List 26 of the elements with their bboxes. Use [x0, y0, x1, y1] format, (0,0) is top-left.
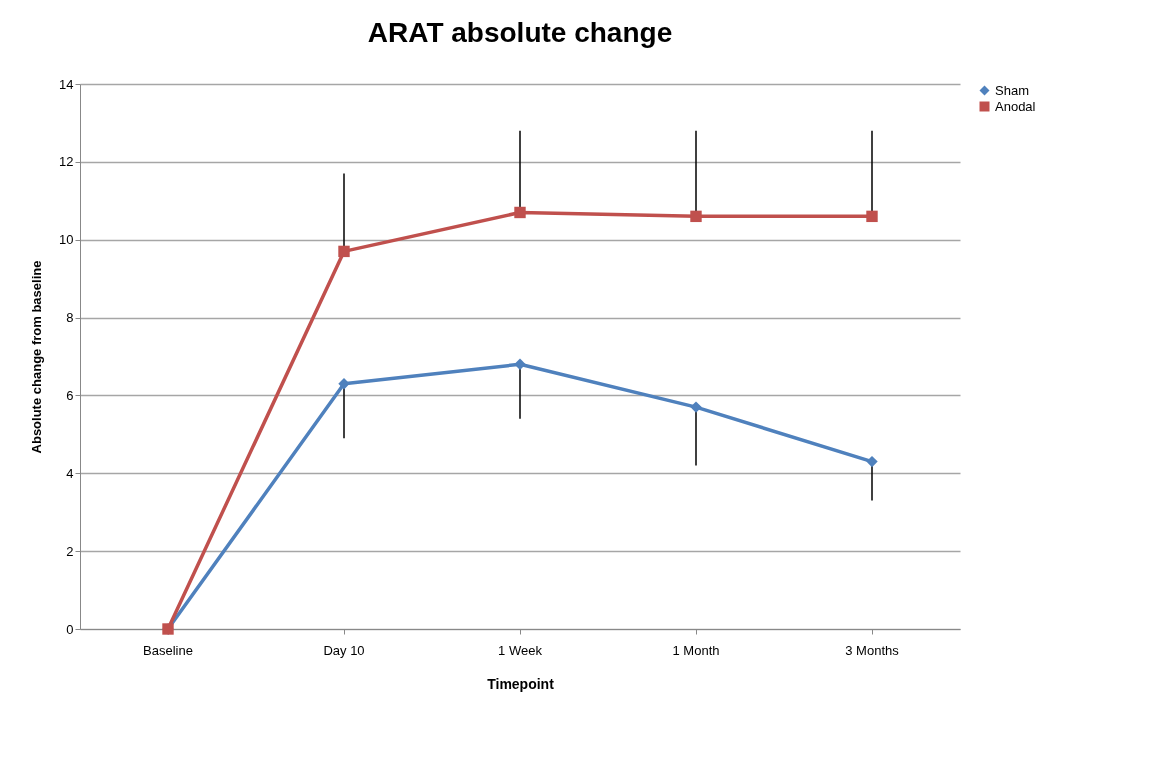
y-tick-label: 14	[59, 76, 74, 92]
point	[514, 358, 526, 370]
legend-label: Sham	[995, 82, 1029, 98]
x-tick-label: Baseline	[143, 642, 193, 658]
point	[338, 245, 350, 258]
x-tick-label: 1 Month	[672, 642, 720, 658]
x-tick-label: Day 10	[323, 642, 365, 658]
x-tick-label: 3 Months	[845, 642, 900, 658]
y-tick-label: 4	[66, 465, 74, 481]
point	[514, 206, 526, 219]
point	[866, 210, 878, 223]
x-tick-label: 1 Week	[498, 642, 543, 658]
legend-label: Anodal	[995, 98, 1036, 114]
point	[690, 210, 702, 223]
y-tick-label: 12	[59, 154, 74, 170]
point	[690, 401, 702, 413]
point	[866, 455, 878, 468]
y-tick-label: 2	[66, 543, 74, 559]
point	[338, 378, 350, 390]
y-tick-label: 8	[66, 310, 74, 326]
y-tick-label: 0	[66, 621, 74, 637]
y-tick-label: 6	[66, 387, 74, 403]
x-axis-title: Timepoint	[487, 675, 555, 692]
y-tick-label: 10	[59, 232, 74, 248]
y-axis-title: Absolute change from baseline	[29, 260, 45, 454]
chart-title: ARAT absolute change	[367, 17, 673, 48]
